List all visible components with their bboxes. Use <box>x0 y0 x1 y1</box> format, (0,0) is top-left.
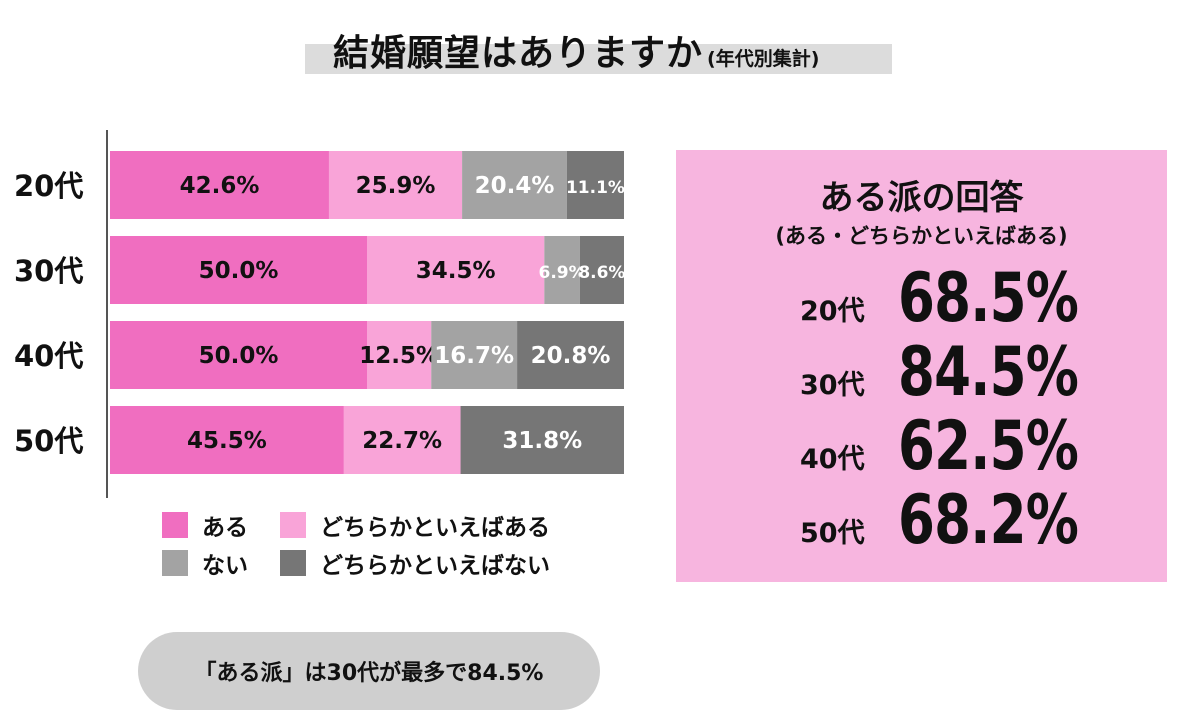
bar-segment <box>462 151 567 219</box>
panel-age-label: 40代 <box>800 444 865 475</box>
bar-segment <box>110 236 367 304</box>
legend-swatch-aru <box>162 512 188 538</box>
legend-item-aru: ある <box>162 511 248 541</box>
legend-item-nai: ない <box>162 549 248 579</box>
bar-segment <box>343 406 461 474</box>
legend-item-dochiraka-aru: どちらかといえばある <box>280 511 550 541</box>
legend-label-dochiraka-aru: どちらかといえばある <box>320 515 550 541</box>
summary-note-text: 「ある派」は30代が最多で84.5% <box>194 661 544 686</box>
stacked-bar-chart: 20代 42.6% 25.9% 20.4% 11.1% 30代 50.0% 34.5% 6.9%… <box>14 130 625 498</box>
panel-row-40s: 40代 62.5% <box>800 407 1160 486</box>
panel-age-label: 20代 <box>800 296 865 327</box>
legend-item-dochiraka-nai: どちらかといえばない <box>280 549 550 579</box>
legend-swatch-nai <box>162 550 188 576</box>
panel-value: 62.5% <box>898 407 1079 486</box>
category-label: 50代 <box>14 424 83 458</box>
legend-label-dochiraka-nai: どちらかといえばない <box>320 553 550 579</box>
bar-value-label: 42.6% <box>180 173 260 199</box>
legend: ある どちらかといえばある ない どちらかといえばない <box>162 511 622 581</box>
bar-segment <box>431 321 518 389</box>
summary-note: 「ある派」は30代が最多で84.5% <box>138 632 600 710</box>
panel-age-label: 50代 <box>800 518 865 549</box>
legend-label-aru: ある <box>202 515 248 541</box>
panel-row-30s: 30代 84.5% <box>800 333 1160 412</box>
bar-segment <box>544 236 580 304</box>
title-main: 結婚願望はありますか <box>333 33 704 74</box>
panel-subtitle: (ある・どちらかといえばある) <box>775 224 1068 248</box>
title-text: 結婚願望はありますか (年代別集計) <box>333 24 819 76</box>
chart-title: 結婚願望はありますか (年代別集計) <box>305 22 892 74</box>
bar-value-label: 12.5% <box>359 343 439 369</box>
bar-segment <box>460 406 624 474</box>
title-sub: (年代別集計) <box>707 48 820 70</box>
bar-segment <box>110 151 329 219</box>
legend-swatch-dochiraka-nai <box>280 550 306 576</box>
bar-value-label: 20.8% <box>531 343 611 369</box>
panel-value: 68.5% <box>898 259 1079 338</box>
bar-segment <box>367 321 432 389</box>
category-label: 40代 <box>14 339 83 373</box>
bar-segment <box>328 151 463 219</box>
legend-swatch-dochiraka-aru <box>280 512 306 538</box>
panel-value: 68.2% <box>898 481 1079 560</box>
bar-segment <box>110 321 367 389</box>
panel-age-label: 30代 <box>800 370 865 401</box>
bar-value-label: 22.7% <box>362 428 442 454</box>
panel-row-50s: 50代 68.2% <box>800 481 1160 560</box>
bar-segment <box>579 236 624 304</box>
category-label: 20代 <box>14 169 83 203</box>
bar-value-label: 50.0% <box>199 343 279 369</box>
bar-value-label: 45.5% <box>187 428 267 454</box>
bar-value-label: 31.8% <box>502 428 582 454</box>
panel-title: ある派の回答 <box>819 178 1024 218</box>
bar-segment <box>110 406 344 474</box>
bar-value-label: 8.6% <box>578 263 625 283</box>
bar-segment <box>367 236 545 304</box>
bar-segment <box>517 321 624 389</box>
category-label: 30代 <box>14 254 83 288</box>
bar-value-label: 20.4% <box>475 173 555 199</box>
legend-label-nai: ない <box>202 553 248 579</box>
bar-value-label: 25.9% <box>356 173 436 199</box>
title-underline-band <box>305 44 892 74</box>
panel-row-20s: 20代 68.5% <box>800 259 1160 338</box>
aru-summary-panel: ある派の回答 (ある・どちらかといえばある) 20代 68.5% 30代 84.… <box>676 150 1167 582</box>
panel-value: 84.5% <box>898 333 1079 412</box>
bar-segment <box>566 151 624 219</box>
bar-value-label: 16.7% <box>434 343 514 369</box>
bar-value-label: 34.5% <box>416 258 496 284</box>
bar-value-label: 11.1% <box>566 178 625 198</box>
bar-value-label: 50.0% <box>199 258 279 284</box>
bar-value-label: 6.9% <box>538 263 585 283</box>
